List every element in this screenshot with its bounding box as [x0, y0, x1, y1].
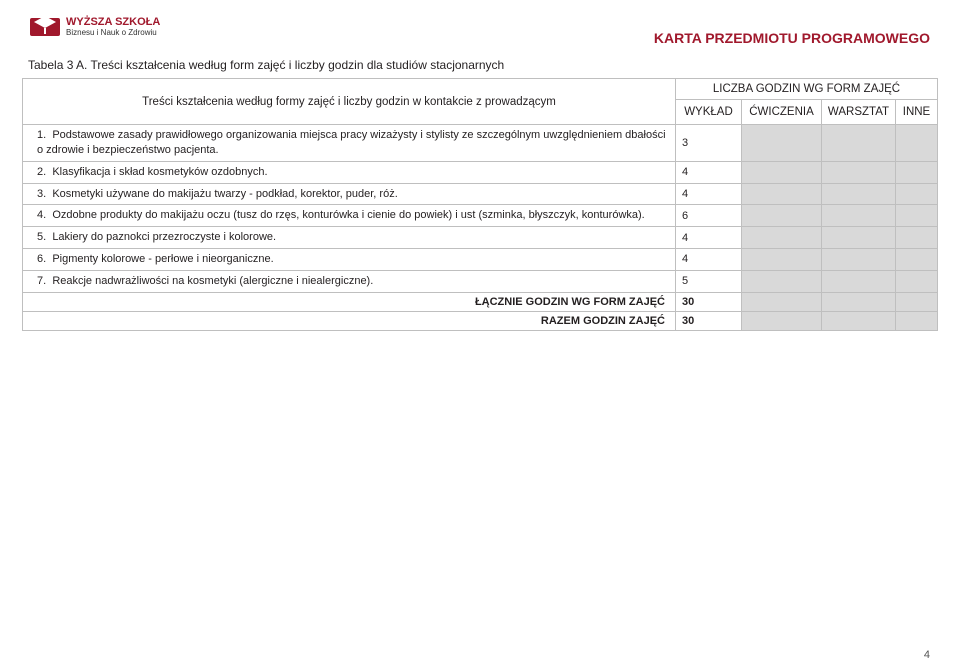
table-row: 4. Ozdobne produkty do makijażu oczu (tu… [23, 205, 938, 227]
desc-column-header: Treści kształcenia według formy zajęć i … [23, 79, 676, 125]
table-row: 5. Lakiery do paznokci przezroczyste i k… [23, 227, 938, 249]
logo-text: WYŻSZA SZKOŁA Biznesu i Nauk o Zdrowiu [66, 17, 160, 37]
main-content: Tabela 3 A. Treści kształcenia według fo… [22, 58, 938, 331]
row-inne [895, 270, 937, 292]
row-wyklad: 4 [675, 183, 741, 205]
row-inne [895, 183, 937, 205]
razem-cwiczenia [741, 311, 821, 330]
row-warsztat [821, 227, 895, 249]
row-cwiczenia [741, 161, 821, 183]
row-desc: 6. Pigmenty kolorowe - perłowe i nieorga… [23, 249, 676, 271]
lacznie-label: ŁĄCZNIE GODZIN WG FORM ZAJĘĆ [23, 292, 676, 311]
row-inne [895, 205, 937, 227]
row-warsztat [821, 161, 895, 183]
row-num: 4. [37, 209, 46, 221]
row-desc: 1. Podstawowe zasady prawidłowego organi… [23, 125, 676, 162]
table-caption: Tabela 3 A. Treści kształcenia według fo… [28, 58, 938, 72]
row-text: Pigmenty kolorowe - perłowe i nieorganic… [52, 253, 273, 265]
row-text: Reakcje nadwrażliwości na kosmetyki (ale… [52, 275, 373, 287]
row-warsztat [821, 270, 895, 292]
row-num: 5. [37, 231, 46, 243]
table-grandtotal-row: RAZEM GODZIN ZAJĘĆ 30 [23, 311, 938, 330]
lacznie-cwiczenia [741, 292, 821, 311]
row-cwiczenia [741, 205, 821, 227]
row-text: Lakiery do paznokci przezroczyste i kolo… [52, 231, 276, 243]
lacznie-wyklad: 30 [675, 292, 741, 311]
row-num: 3. [37, 188, 46, 200]
razem-wyklad: 30 [675, 311, 741, 330]
row-desc: 3. Kosmetyki używane do makijażu twarzy … [23, 183, 676, 205]
table-row: 2. Klasyfikacja i skład kosmetyków ozdob… [23, 161, 938, 183]
row-wyklad: 4 [675, 227, 741, 249]
row-wyklad: 4 [675, 249, 741, 271]
row-inne [895, 249, 937, 271]
row-warsztat [821, 249, 895, 271]
logo: WYŻSZA SZKOŁA Biznesu i Nauk o Zdrowiu [30, 14, 160, 40]
row-text: Ozdobne produkty do makijażu oczu (tusz … [52, 209, 644, 221]
row-warsztat [821, 183, 895, 205]
table-header-row-group: Treści kształcenia według formy zajęć i … [23, 79, 938, 100]
col-warsztat-header: WARSZTAT [821, 100, 895, 125]
row-cwiczenia [741, 183, 821, 205]
row-text: Kosmetyki używane do makijażu twarzy - p… [52, 188, 397, 200]
row-inne [895, 227, 937, 249]
lacznie-inne [895, 292, 937, 311]
page-number: 4 [924, 649, 930, 661]
table-row: 3. Kosmetyki używane do makijażu twarzy … [23, 183, 938, 205]
row-cwiczenia [741, 249, 821, 271]
row-num: 7. [37, 275, 46, 287]
row-wyklad: 4 [675, 161, 741, 183]
lacznie-warsztat [821, 292, 895, 311]
row-cwiczenia [741, 270, 821, 292]
row-desc: 5. Lakiery do paznokci przezroczyste i k… [23, 227, 676, 249]
page-header-title: KARTA PRZEDMIOTU PROGRAMOWEGO [654, 30, 930, 46]
hours-table: Treści kształcenia według formy zajęć i … [22, 78, 938, 331]
col-inne-header: INNE [895, 100, 937, 125]
row-num: 1. [37, 129, 46, 141]
row-wyklad: 6 [675, 205, 741, 227]
row-text: Podstawowe zasady prawidłowego organizow… [37, 129, 666, 156]
col-wyklad-header: WYKŁAD [675, 100, 741, 125]
col-cwiczenia-header: ĆWICZENIA [741, 100, 821, 125]
logo-line2: Biznesu i Nauk o Zdrowiu [66, 29, 160, 37]
table-row: 7. Reakcje nadwrażliwości na kosmetyki (… [23, 270, 938, 292]
row-warsztat [821, 125, 895, 162]
row-cwiczenia [741, 227, 821, 249]
row-desc: 2. Klasyfikacja i skład kosmetyków ozdob… [23, 161, 676, 183]
row-wyklad: 3 [675, 125, 741, 162]
razem-label: RAZEM GODZIN ZAJĘĆ [23, 311, 676, 330]
row-num: 6. [37, 253, 46, 265]
razem-warsztat [821, 311, 895, 330]
table-row: 6. Pigmenty kolorowe - perłowe i nieorga… [23, 249, 938, 271]
table-row: 1. Podstawowe zasady prawidłowego organi… [23, 125, 938, 162]
row-cwiczenia [741, 125, 821, 162]
logo-icon [30, 14, 60, 40]
logo-line1: WYŻSZA SZKOŁA [66, 17, 160, 29]
row-desc: 4. Ozdobne produkty do makijażu oczu (tu… [23, 205, 676, 227]
group-header: LICZBA GODZIN WG FORM ZAJĘĆ [675, 79, 937, 100]
row-num: 2. [37, 166, 46, 178]
row-inne [895, 161, 937, 183]
row-warsztat [821, 205, 895, 227]
row-inne [895, 125, 937, 162]
table-total-row: ŁĄCZNIE GODZIN WG FORM ZAJĘĆ 30 [23, 292, 938, 311]
row-text: Klasyfikacja i skład kosmetyków ozdobnyc… [52, 166, 267, 178]
row-desc: 7. Reakcje nadwrażliwości na kosmetyki (… [23, 270, 676, 292]
razem-inne [895, 311, 937, 330]
row-wyklad: 5 [675, 270, 741, 292]
